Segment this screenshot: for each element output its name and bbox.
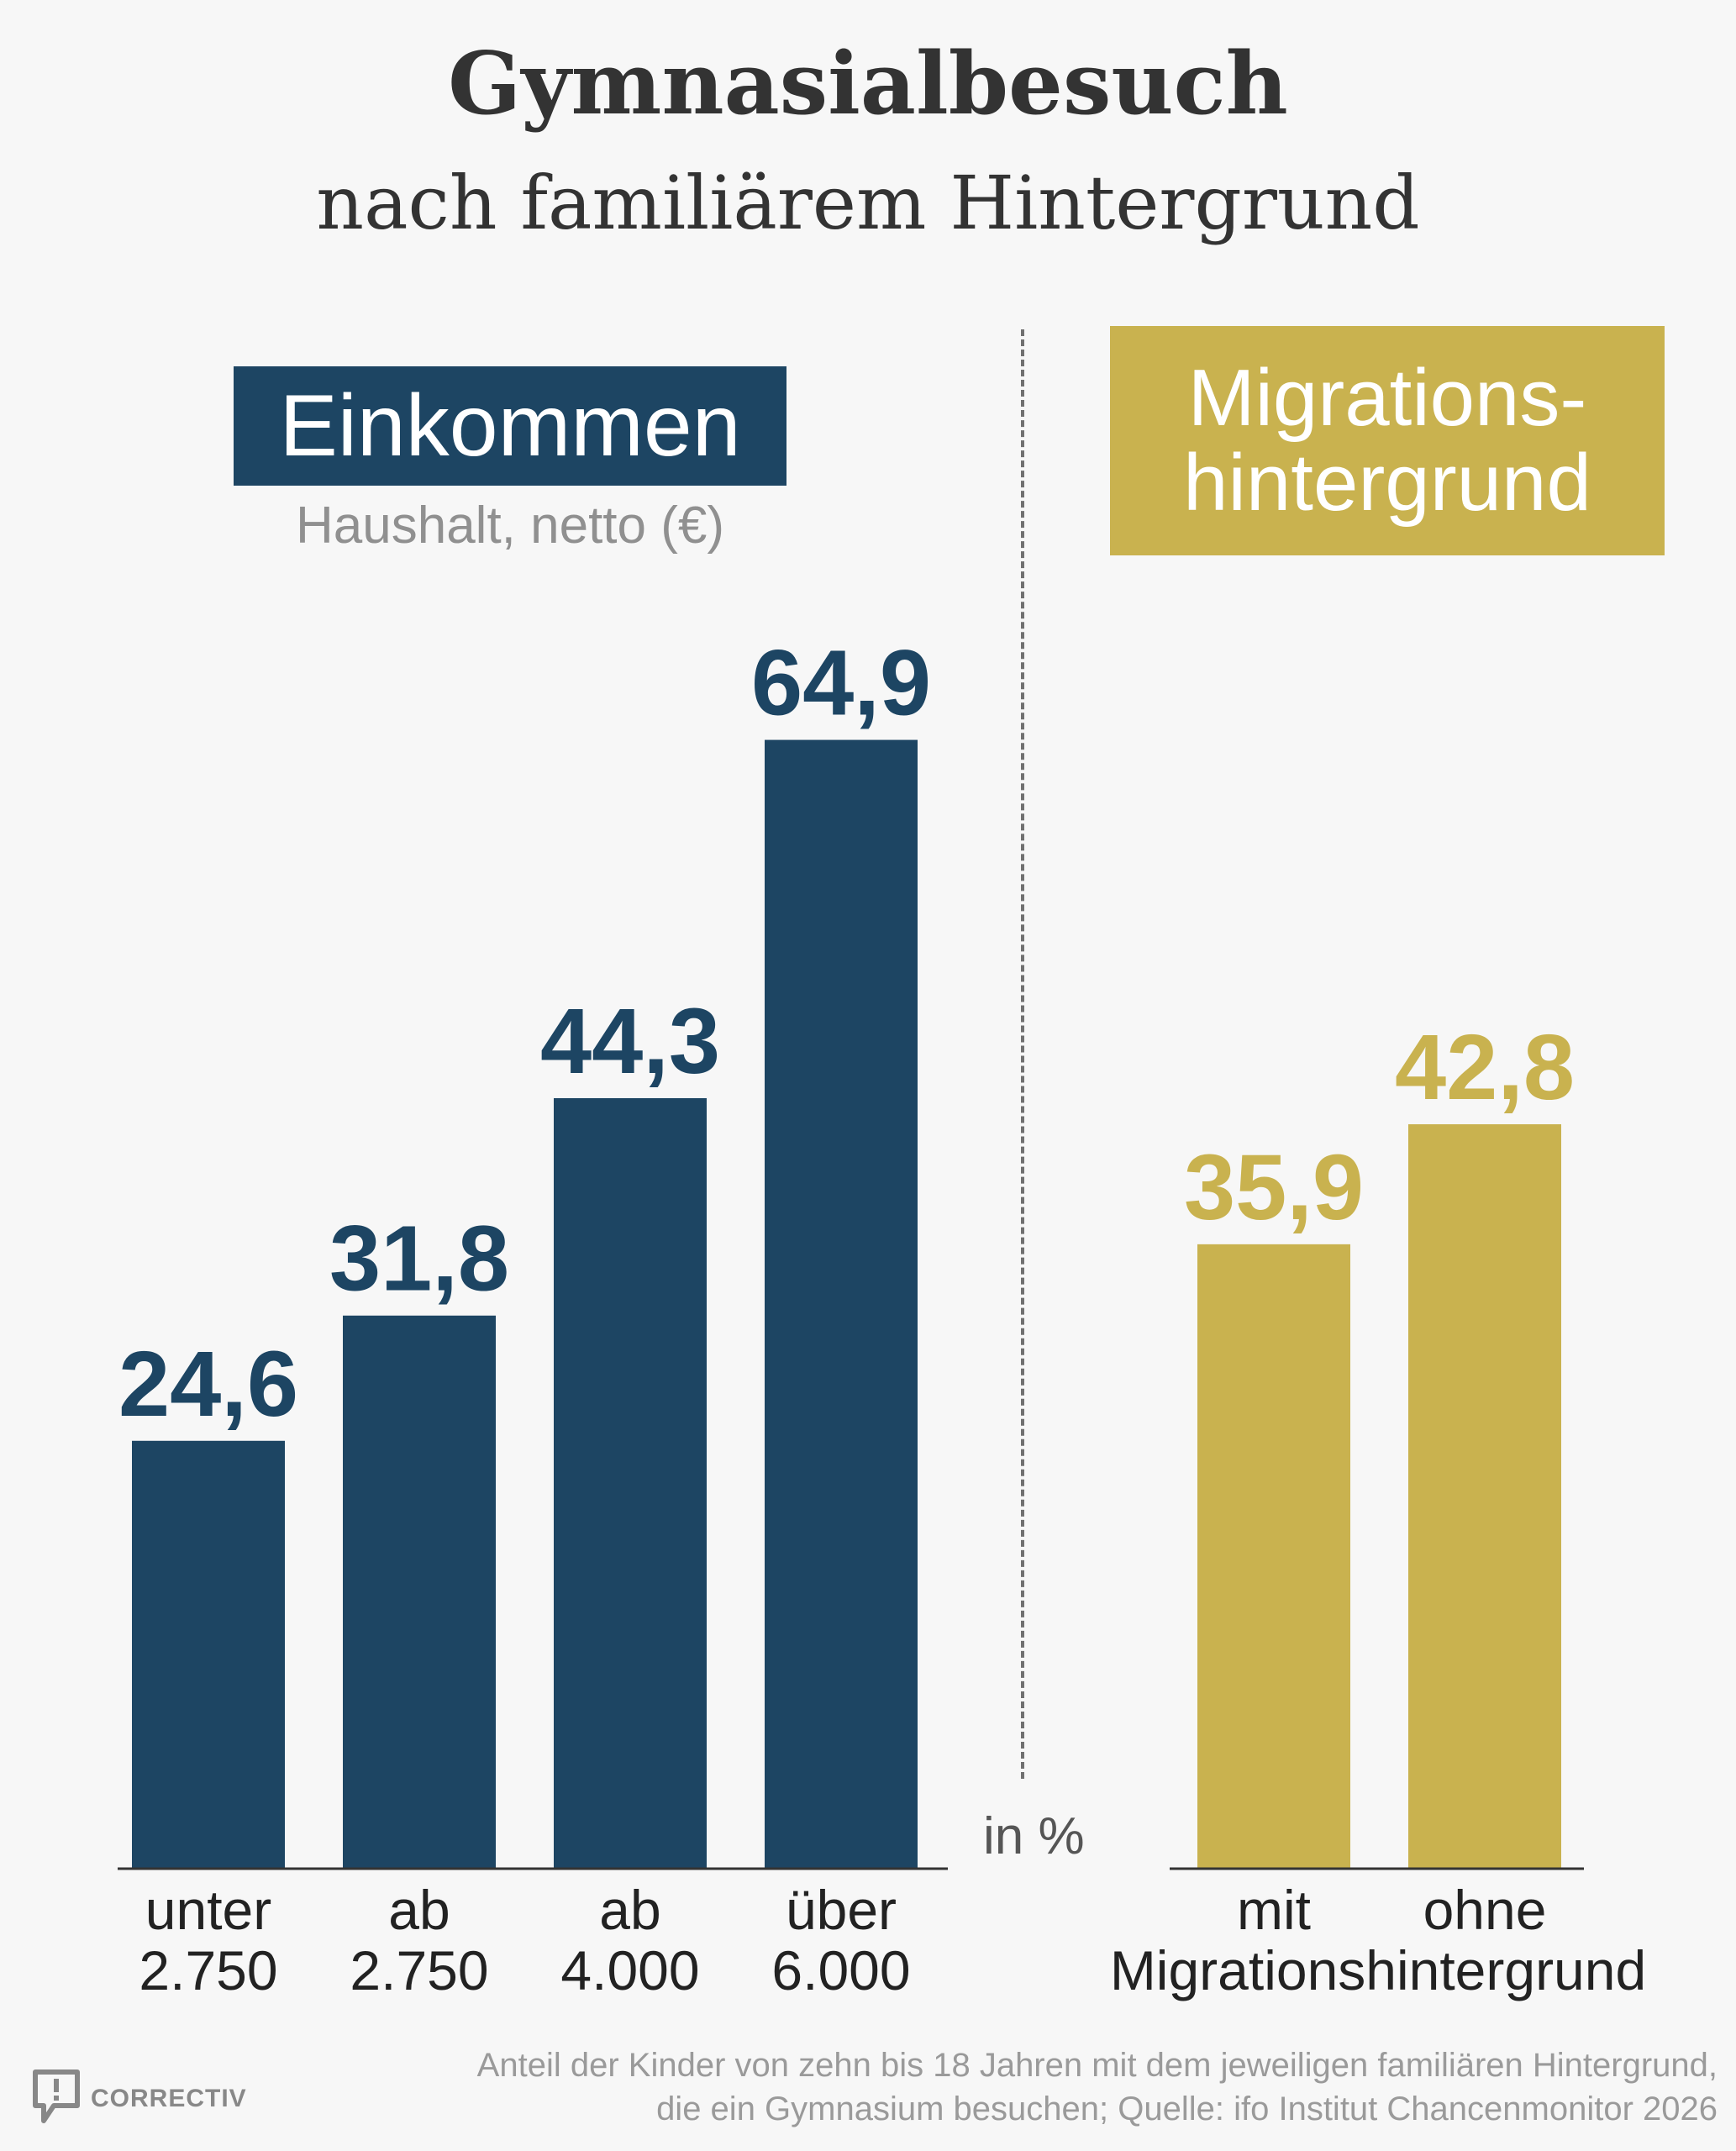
income-bar — [554, 1097, 707, 1869]
income-category-label: über — [786, 1879, 897, 1941]
migration-axis-caption: Migrationshintergrund — [1110, 1939, 1646, 2001]
income-value-label: 24,6 — [118, 1333, 298, 1436]
migration-value-label: 42,8 — [1395, 1016, 1575, 1119]
income-category-label-line2: 2.750 — [139, 1939, 277, 2001]
logo-text: CORRECTIV — [91, 2085, 247, 2112]
migration-heading-line1: Migrations- — [1187, 352, 1587, 443]
income-value-label: 31,8 — [329, 1207, 509, 1311]
chart-title: Gymnasialbesuch — [448, 34, 1288, 134]
footnote-line2: die ein Gymnasium besuchen; Quelle: ifo … — [656, 2091, 1718, 2127]
income-category-label-line2: 4.000 — [560, 1939, 699, 2001]
unit-label: in % — [983, 1807, 1085, 1865]
income-panel-subheading: Haushalt, netto (€) — [295, 497, 725, 555]
migration-category-label: mit — [1237, 1879, 1311, 1941]
speech-bubble-exclamation-icon — [33, 2069, 80, 2123]
migration-value-label: 35,9 — [1184, 1136, 1364, 1239]
income-category-label: unter — [145, 1879, 271, 1941]
migration-bar — [1197, 1244, 1350, 1869]
income-value-label: 44,3 — [540, 990, 720, 1093]
income-bars-group: 24,6unter2.75031,8ab2.75044,3ab4.00064,9… — [118, 632, 931, 2001]
migration-category-label: ohne — [1423, 1879, 1547, 1941]
correctiv-logo: CORRECTIV — [32, 2069, 247, 2129]
income-category-label-line2: 2.750 — [350, 1939, 488, 2001]
income-category-label-line2: 6.000 — [771, 1939, 910, 2001]
income-panel-heading: Einkommen — [234, 366, 786, 486]
income-bar — [343, 1315, 496, 1869]
migration-bar — [1408, 1124, 1561, 1869]
migration-panel-heading: Migrations- hintergrund — [1110, 326, 1665, 555]
income-value-label: 64,9 — [751, 632, 931, 735]
income-category-label: ab — [388, 1879, 450, 1941]
footnote: Anteil der Kinder von zehn bis 18 Jahren… — [289, 2043, 1718, 2131]
footnote-line1: Anteil der Kinder von zehn bis 18 Jahren… — [476, 2047, 1718, 2084]
chart-subtitle: nach familiärem Hintergrund — [316, 160, 1420, 246]
migration-heading-line2: hintergrund — [1183, 437, 1591, 528]
income-bar — [765, 739, 918, 1869]
income-category-label: ab — [599, 1879, 660, 1941]
income-heading-text: Einkommen — [279, 376, 741, 475]
income-bar — [132, 1440, 285, 1869]
panel-divider — [1021, 329, 1024, 1779]
migration-bars-group: 35,9 mit 42,8 ohne — [1184, 1016, 1575, 1941]
